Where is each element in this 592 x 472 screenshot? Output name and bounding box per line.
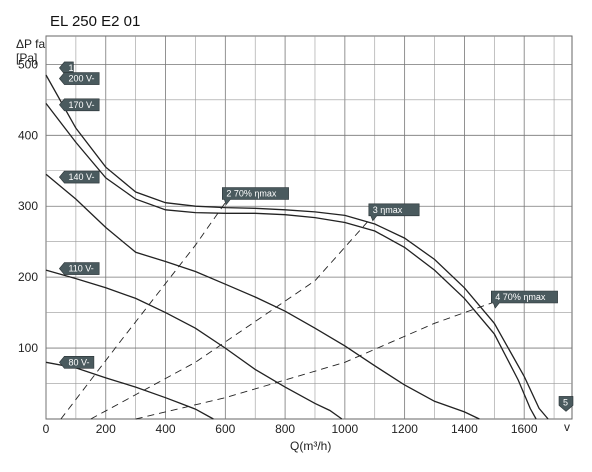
y-tick-label: 200 — [18, 270, 38, 284]
curve-label: 3 ηmax — [368, 203, 420, 222]
y-tick-label: 100 — [18, 341, 38, 355]
curve-label-tag — [490, 290, 558, 309]
series-line — [45, 74, 549, 420]
x-axis-extra-label: v — [564, 420, 570, 434]
series-line — [45, 269, 343, 420]
curve-label-text: 4 70% ηmax — [495, 292, 546, 302]
curve-label: 2 70% ηmax — [222, 187, 289, 206]
curve-label: 4 70% ηmax — [490, 290, 558, 309]
curve-label: 110 V- — [59, 262, 100, 275]
chart-title: EL 250 E2 01 — [50, 13, 140, 30]
x-tick-label: 800 — [275, 422, 295, 436]
curve-labels: 1200 V- 170 V- 140 V- 110 V- 80 V- 2 70% ηmax… — [59, 61, 574, 412]
x-tick-label: 0 — [43, 422, 50, 436]
curve-label: 80 V- — [59, 355, 95, 369]
y-tick-label: 300 — [18, 199, 38, 213]
curve-label-text: 140 V- — [68, 172, 94, 182]
y-tick-label: 500 — [18, 57, 38, 71]
x-tick-label: 1400 — [451, 422, 478, 436]
curve-label-text: 170 V- — [68, 100, 94, 110]
curve-label-tag — [59, 61, 74, 75]
curve-label-text: 110 V- — [68, 264, 93, 274]
series-group — [45, 74, 549, 420]
curve-label: 1 — [59, 61, 74, 75]
curve-label-tag — [222, 187, 289, 206]
x-tick-label: 400 — [156, 422, 176, 436]
x-tick-label: 200 — [96, 422, 116, 436]
x-tick-label: 1600 — [511, 422, 538, 436]
y-axis-unit: [Pa] — [16, 51, 37, 65]
curve-label-tag — [59, 262, 100, 275]
series-line — [60, 202, 226, 420]
x-tick-label: 1000 — [332, 422, 359, 436]
curve-label-tag — [558, 396, 574, 412]
x-axis-label: Q(m³/h) — [290, 439, 331, 453]
y-tick-label: 400 — [18, 128, 38, 142]
series-line — [135, 301, 495, 420]
curve-label: 170 V- — [59, 98, 100, 112]
series-line — [45, 361, 214, 420]
x-tick-label: 1200 — [391, 422, 418, 436]
curve-label-tag — [59, 98, 100, 112]
plot-frame — [45, 35, 573, 420]
curve-label-text: 80 V- — [68, 357, 89, 367]
curve-label: 5 — [558, 396, 574, 412]
curve-label-text: 3 ηmax — [373, 205, 403, 215]
curve-label-text: 1 — [68, 63, 73, 73]
curve-label-tag — [59, 170, 100, 184]
series-line — [90, 220, 370, 420]
curve-label: 140 V- — [59, 170, 100, 184]
curve-label-tag — [368, 203, 420, 222]
series-line — [45, 103, 537, 420]
curve-label-text: 200 V- — [68, 74, 94, 84]
y-axis-label: ΔP fa — [16, 37, 45, 51]
grid — [45, 35, 573, 420]
curve-label-tag — [59, 72, 100, 85]
curve-label-text: 2 70% ηmax — [226, 188, 277, 198]
curve-label-text: 5 — [563, 397, 568, 407]
curve-label: 200 V- — [59, 72, 100, 85]
x-tick-label: 600 — [215, 422, 235, 436]
curve-label-tag — [59, 355, 95, 369]
axis-ticks: 0 200 400 600 800 1000 1200 1400 1600 100 200 300 40… — [18, 57, 538, 436]
series-line — [45, 173, 480, 420]
